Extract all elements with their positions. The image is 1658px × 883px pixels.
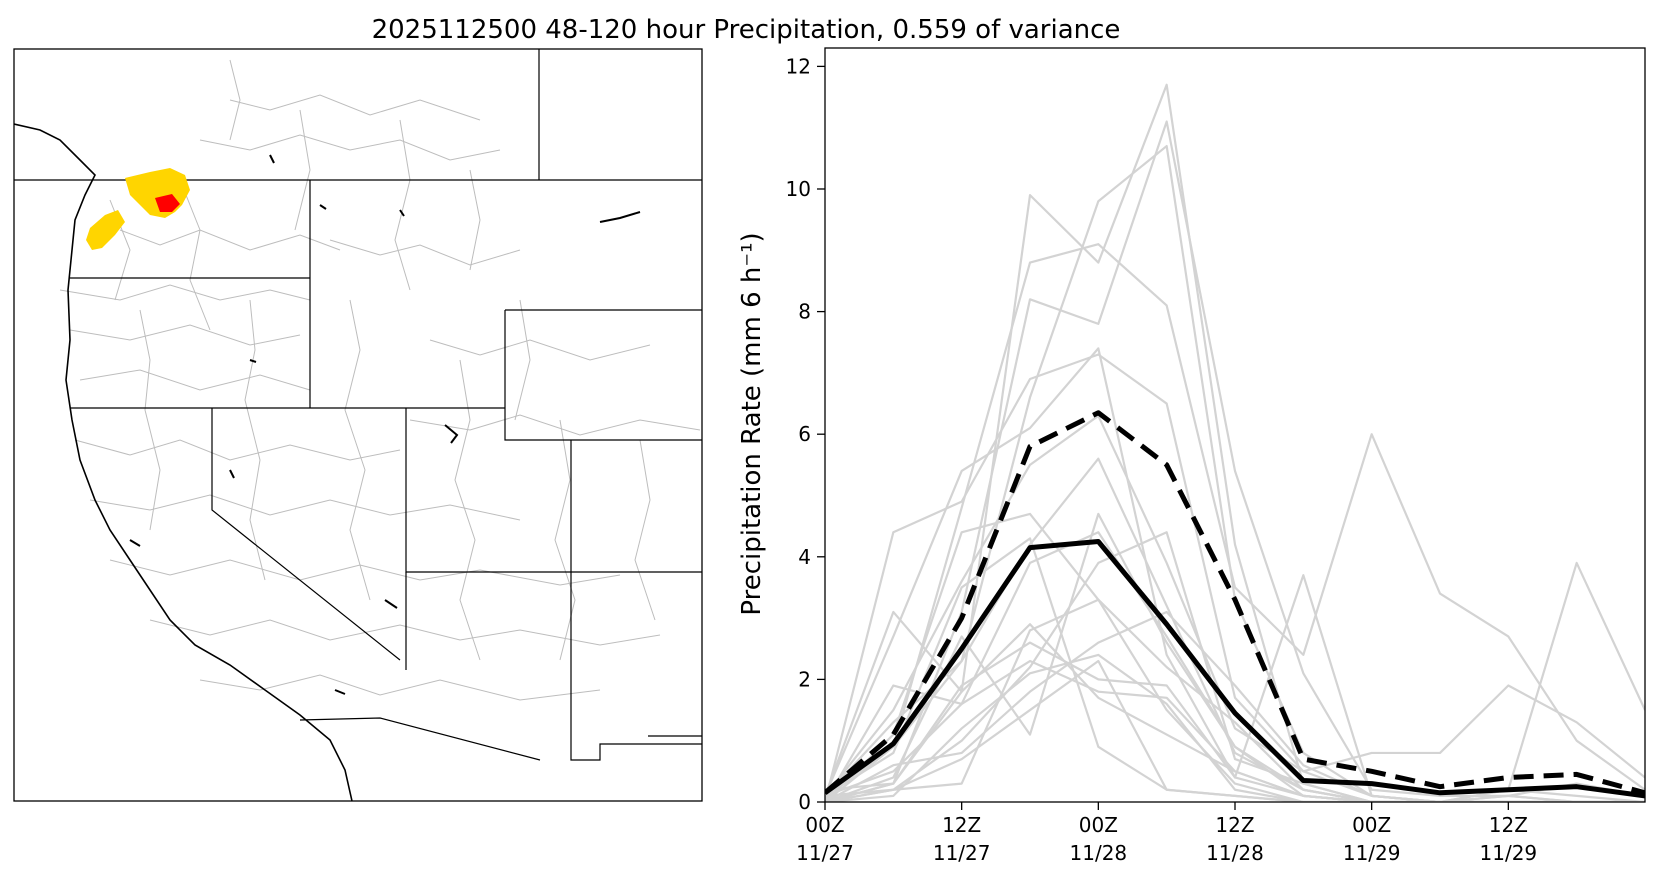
series-member-14 bbox=[825, 512, 1645, 802]
coastline bbox=[14, 123, 353, 801]
map-panel bbox=[13, 48, 703, 802]
y-tick-label: 2 bbox=[798, 667, 811, 691]
series-member-12 bbox=[825, 531, 1645, 802]
basin-lines bbox=[59, 59, 701, 701]
x-tick-label-time: 00Z bbox=[1079, 813, 1118, 837]
y-axis-label: Precipitation Rate (mm 6 h⁻¹) bbox=[737, 232, 767, 615]
plot-frame bbox=[824, 47, 1646, 803]
x-tick-label-date: 11/28 bbox=[1070, 841, 1128, 865]
y-tick-label: 0 bbox=[798, 790, 811, 814]
x-tick-label-time: 12Z bbox=[1489, 813, 1528, 837]
x-tick-label-date: 11/27 bbox=[933, 841, 991, 865]
series-member-20 bbox=[825, 623, 1645, 802]
y-tick-label: 4 bbox=[798, 545, 811, 569]
x-tick-label-date: 11/28 bbox=[1206, 841, 1264, 865]
chart-panel: Precipitation Rate (mm 6 h⁻¹) 024681012 … bbox=[737, 47, 1646, 865]
series-member-8 bbox=[825, 457, 1645, 802]
series-lines bbox=[825, 83, 1645, 802]
x-tick-label-date: 11/29 bbox=[1480, 841, 1538, 865]
series-member-13 bbox=[825, 610, 1645, 802]
basin-highlight-red bbox=[155, 194, 180, 212]
series-member-11 bbox=[825, 512, 1645, 802]
y-tick-label: 8 bbox=[798, 300, 811, 324]
series-member-18 bbox=[825, 659, 1645, 802]
series-ensemble-mean bbox=[825, 538, 1645, 799]
y-tick-label: 12 bbox=[786, 54, 811, 78]
x-tick-label-date: 11/29 bbox=[1343, 841, 1401, 865]
series-member-7 bbox=[825, 414, 1645, 802]
figure-title: 2025112500 48-120 hour Precipitation, 0.… bbox=[372, 15, 1121, 45]
x-tick-label-date: 11/27 bbox=[796, 841, 854, 865]
series-member-10 bbox=[825, 641, 1645, 802]
series-member-4 bbox=[825, 243, 1645, 797]
series-member-17 bbox=[825, 659, 1645, 802]
x-tick-label-time: 12Z bbox=[942, 813, 981, 837]
x-tick-label-time: 00Z bbox=[805, 813, 844, 837]
map-frame bbox=[13, 48, 703, 802]
basin-highlight-yellow-south bbox=[86, 210, 125, 250]
x-tick-label-time: 12Z bbox=[1215, 813, 1254, 837]
y-tick-label: 10 bbox=[786, 177, 811, 201]
y-tick-label: 6 bbox=[798, 422, 811, 446]
series-member-19 bbox=[825, 653, 1645, 802]
x-ticks: 00Z 11/27 12Z 11/27 00Z 11/28 12Z 11/28 00Z 11/29… bbox=[796, 802, 1537, 865]
y-ticks: 0 2 4 6 8 10 12 bbox=[786, 54, 825, 814]
series-projection bbox=[825, 410, 1645, 796]
series-member-16 bbox=[825, 598, 1645, 802]
lake-shapes bbox=[129, 154, 641, 695]
x-tick-label-time: 00Z bbox=[1352, 813, 1391, 837]
series-member-5 bbox=[825, 353, 1645, 802]
